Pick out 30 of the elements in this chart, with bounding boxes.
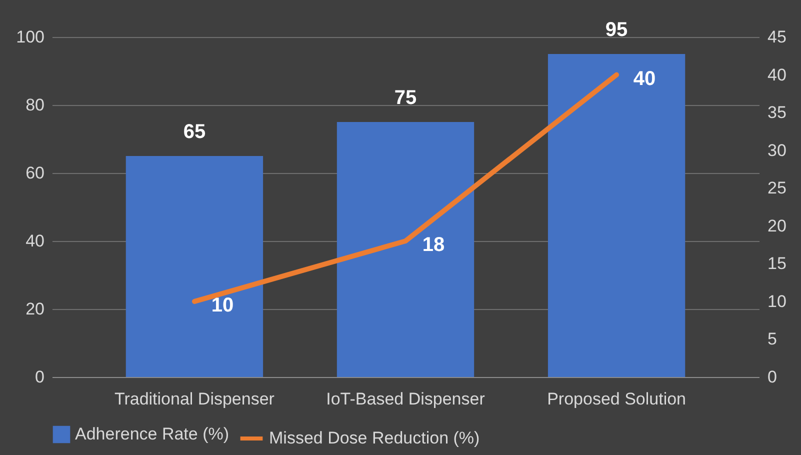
data-label: 40 (633, 68, 656, 90)
y-tick-label: 0 (35, 368, 44, 386)
bar (126, 156, 264, 377)
data-label: 75 (394, 87, 417, 109)
x-tick-label: Proposed Solution (547, 390, 686, 408)
y-tick-label: 60 (26, 164, 44, 182)
x-tick-label: Traditional Dispenser (114, 390, 275, 408)
y-tick-label: 80 (26, 96, 44, 114)
legend-label: Adherence Rate (%) (75, 424, 230, 444)
x-tick-label: IoT-Based Dispenser (326, 390, 486, 408)
data-label: 10 (211, 294, 234, 316)
y2-tick-label: 20 (768, 216, 786, 236)
data-label: 18 (422, 234, 445, 256)
y-tick-label: 20 (26, 300, 44, 318)
y2-tick-label: 5 (768, 330, 777, 349)
y2-tick-label: 30 (768, 140, 786, 160)
bar (336, 122, 474, 377)
data-label: 95 (605, 19, 628, 41)
data-label: 65 (183, 121, 206, 143)
y2-tick-label: 15 (768, 254, 786, 274)
y2-tick-label: 40 (768, 65, 786, 84)
y2-tick-label: 45 (768, 28, 786, 46)
bar (548, 54, 686, 377)
y-tick-label: 40 (26, 232, 44, 250)
legend-label: Missed Dose Reduction (%) (269, 428, 480, 448)
y2-tick-label: 0 (768, 368, 777, 386)
y2-tick-label: 10 (768, 292, 786, 311)
y-tick-label: 100 (16, 28, 44, 46)
y2-tick-label: 25 (768, 178, 786, 198)
y2-tick-label: 35 (768, 103, 786, 122)
